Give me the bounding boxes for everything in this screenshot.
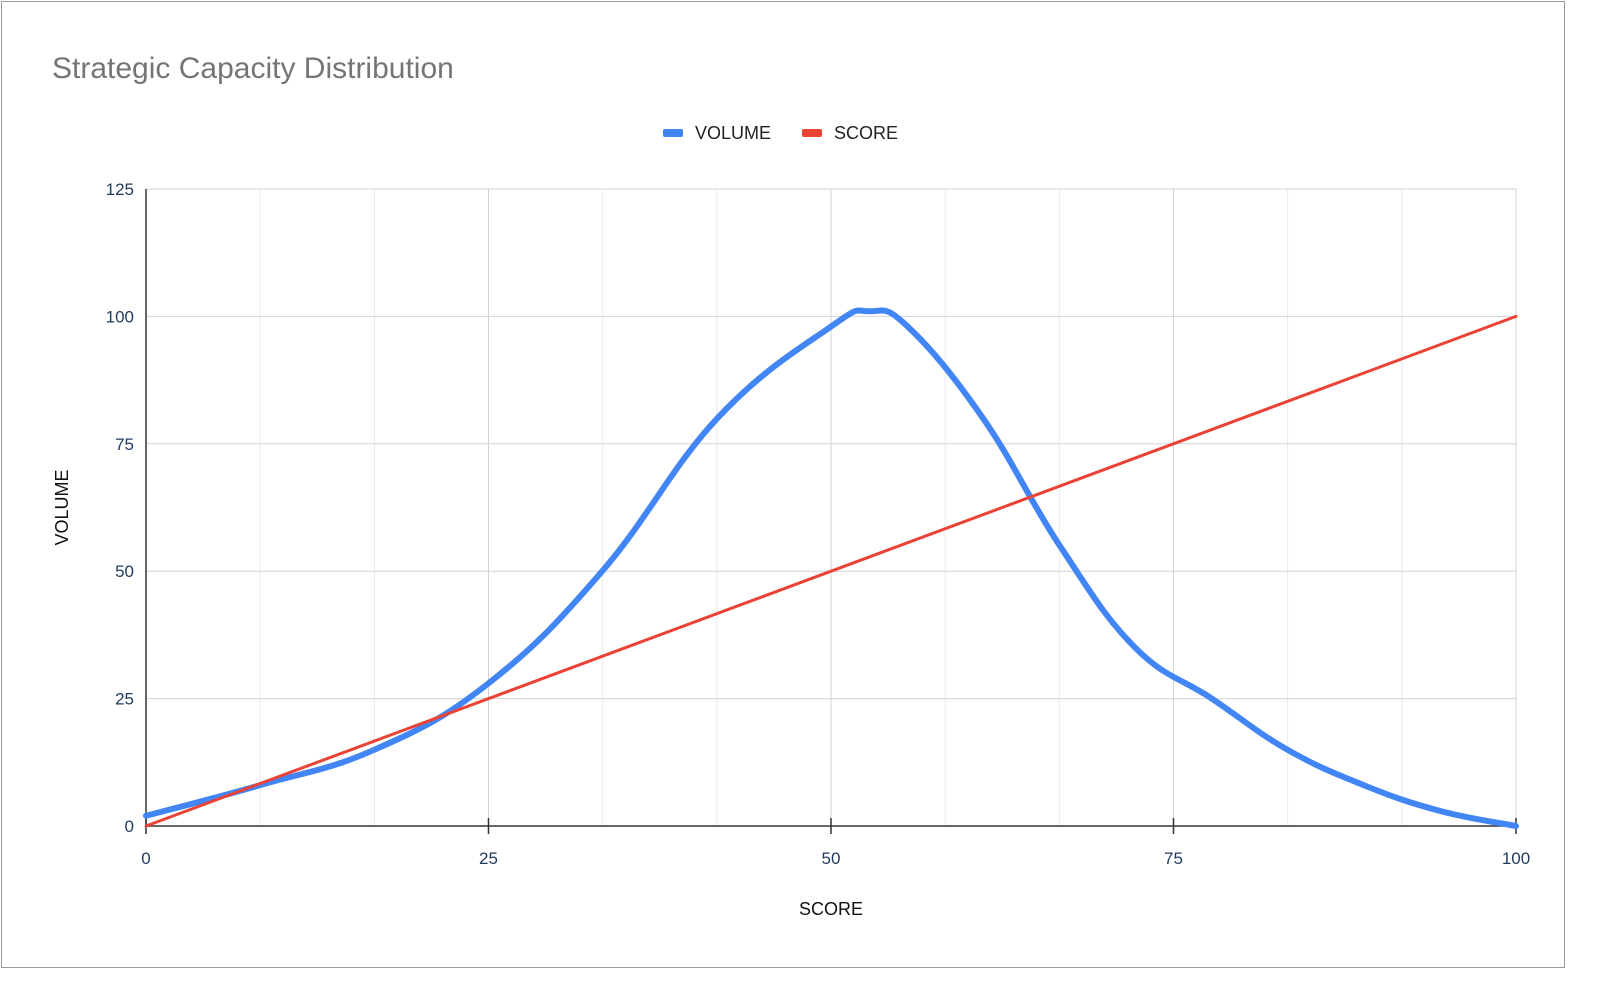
legend-swatch-volume [663,129,683,137]
y-tick-label: 0 [125,817,134,836]
series-line-score [144,314,1518,828]
major-gridlines [146,188,1517,826]
y-tick-label: 100 [106,307,134,326]
y-tick-label: 25 [115,690,134,709]
y-axis-title: VOLUME [52,469,72,545]
x-tick-label: 0 [141,849,150,868]
series-lines [143,307,1519,829]
chart-frame [1,1,1565,968]
chart-title: Strategic Capacity Distribution [52,52,454,85]
legend: VOLUME SCORE [663,123,898,143]
minor-gridlines [259,189,1403,826]
y-tick-label: 125 [106,180,134,199]
tick-labels: 0 25 50 75 100 0 25 50 75 100 125 [106,180,1531,868]
legend-label-score: SCORE [834,123,898,143]
x-tick-label: 50 [822,849,841,868]
x-tick-label: 75 [1164,849,1183,868]
y-tick-label: 50 [115,562,134,581]
legend-label-volume: VOLUME [695,123,771,143]
x-tick-label: 100 [1502,849,1530,868]
x-tick-label: 25 [479,849,498,868]
y-tick-label: 75 [115,435,134,454]
legend-swatch-score [802,129,822,137]
x-axis-title: SCORE [799,899,863,919]
axes [145,189,1517,834]
